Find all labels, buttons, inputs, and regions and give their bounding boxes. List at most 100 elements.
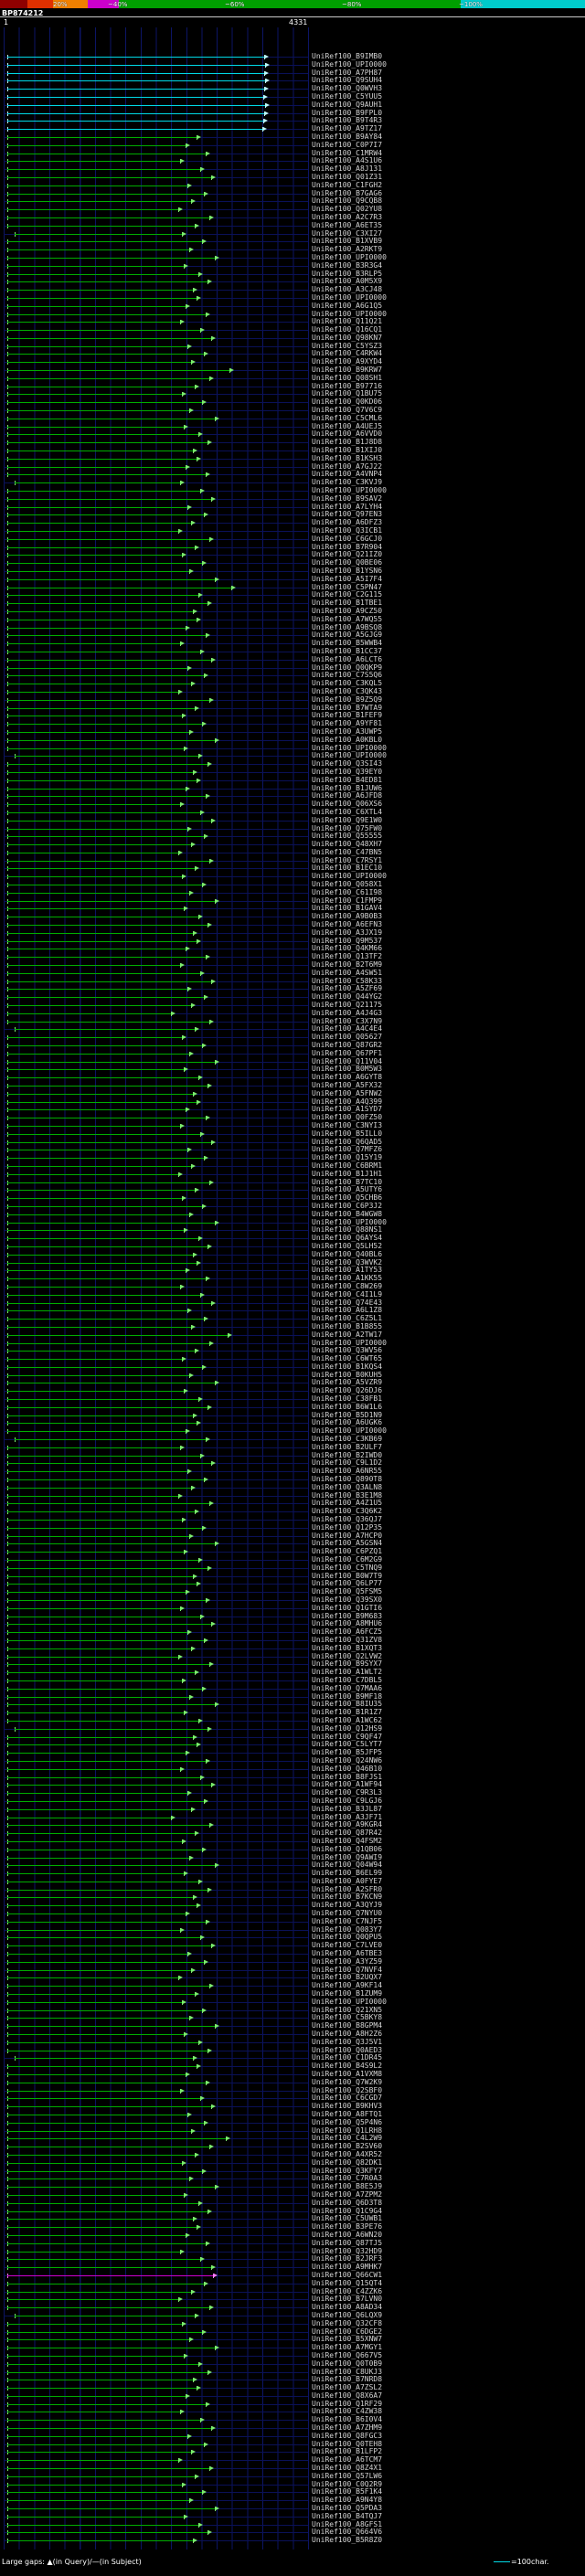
hit-bar[interactable] [6,1035,186,1041]
hit-bar[interactable] [6,1076,203,1081]
hit-label[interactable]: UniRef100_C7DBL5 [312,1675,383,1684]
hit-bar[interactable] [6,553,186,558]
hit-bar[interactable] [14,481,185,486]
hit-bar[interactable] [6,2120,208,2125]
hit-bar[interactable] [6,569,194,574]
hit-bar[interactable] [6,1171,183,1177]
hit-bar[interactable] [6,392,186,398]
hit-label[interactable]: UniRef100_A6WN20 [312,2230,383,2239]
hit-bar[interactable] [6,1332,232,1338]
hit-label[interactable]: UniRef100_C5YUU5 [312,91,383,101]
hit-bar[interactable] [6,1751,190,1756]
hit-bar[interactable] [6,1116,210,1121]
hit-label[interactable]: UniRef100_Q9M537 [312,936,383,945]
hit-label[interactable]: UniRef100_Q1QB06 [312,1844,383,1853]
hit-bar[interactable] [6,2514,188,2519]
hit-bar[interactable] [6,303,190,309]
hit-bar[interactable] [6,1662,214,1668]
hit-bar[interactable] [6,2217,197,2222]
hit-bar[interactable] [6,1952,192,1957]
hit-label[interactable]: UniRef100_A5ZF69 [312,984,383,993]
hit-bar[interactable] [6,1711,188,1716]
hit-bar[interactable] [6,335,216,341]
hit-label[interactable]: UniRef100_C7R0A3 [312,2174,383,2183]
hit-bar[interactable] [6,280,212,285]
hit-bar[interactable] [6,858,214,864]
hit-label[interactable]: UniRef100_A7ZHM9 [312,2423,383,2433]
hit-label[interactable]: UniRef100_Q32CF8 [312,2318,383,2327]
hit-bar[interactable] [6,344,192,349]
hit-label[interactable]: UniRef100_Q0T0B9 [312,2359,383,2368]
hit-label[interactable]: UniRef100_Q9AWI9 [312,1852,383,1861]
hit-bar[interactable] [6,826,192,832]
hit-bar[interactable] [6,1598,210,1603]
hit-label[interactable]: UniRef100_A9TZ17 [312,124,383,133]
hit-bar[interactable] [6,875,186,880]
hit-bar[interactable] [6,737,219,743]
hit-label[interactable]: UniRef100_Q01Z31 [312,172,383,181]
hit-bar[interactable] [14,2313,199,2318]
hit-bar[interactable] [14,2056,197,2062]
hit-bar[interactable] [6,62,270,68]
hit-label[interactable]: UniRef100_B1JUW6 [312,783,383,792]
hit-label[interactable]: UniRef100_B2SV60 [312,2142,383,2151]
hit-bar[interactable] [6,2507,219,2512]
hit-label[interactable]: UniRef100_A6L1Z8 [312,1306,383,1315]
hit-label[interactable]: UniRef100_Q890T8 [312,1475,383,1484]
hit-label[interactable]: UniRef100_A9CZ50 [312,606,383,615]
hit-label[interactable]: UniRef100_C3Q6K2 [312,1507,383,1516]
hit-bar[interactable] [6,1156,208,1161]
hit-label[interactable]: UniRef100_C4I1L9 [312,1289,383,1299]
hit-label[interactable]: UniRef100_A5FNW2 [312,1088,383,1097]
hit-bar[interactable] [6,1694,194,1700]
hit-bar[interactable] [6,1429,190,1435]
hit-bar[interactable] [6,1445,185,1450]
hit-label[interactable]: UniRef100_A1WC62 [312,1715,383,1724]
hit-bar[interactable] [6,1798,208,1804]
hit-label[interactable]: UniRef100_B9AY84 [312,132,383,141]
hit-label[interactable]: UniRef100_A3JF71 [312,1812,383,1821]
hit-label[interactable]: UniRef100_Q7W2K9 [312,2077,383,2086]
hit-bar[interactable] [6,601,212,607]
hit-bar[interactable] [6,1405,212,1410]
hit-label[interactable]: UniRef100_A9N4Y8 [312,2496,383,2505]
hit-bar[interactable] [6,2329,207,2335]
hit-label[interactable]: UniRef100_Q0TEH8 [312,2439,383,2448]
hit-label[interactable]: UniRef100_A2SFR0 [312,1884,383,1893]
hit-label[interactable]: UniRef100_C5PN47 [312,582,383,591]
hit-label[interactable]: UniRef100_B1EC10 [312,864,383,873]
hit-label[interactable]: UniRef100_A1WLT2 [312,1668,383,1677]
hit-bar[interactable] [6,1277,210,1282]
hit-label[interactable]: UniRef100_B6I0V4 [312,2415,383,2424]
hit-bar[interactable] [14,754,203,759]
hit-label[interactable]: UniRef100_Q8Z4X1 [312,2464,383,2473]
hit-bar[interactable] [6,1670,199,1676]
hit-bar[interactable] [6,1807,196,1812]
hit-bar[interactable] [6,2160,186,2166]
hit-label[interactable]: UniRef100_B1B855 [312,1321,383,1330]
hit-label[interactable]: UniRef100_Q0BE06 [312,558,383,567]
hit-label[interactable]: UniRef100_Q08SH1 [312,373,383,382]
hit-bar[interactable] [6,1212,194,1217]
hit-bar[interactable] [6,1606,185,1611]
hit-label[interactable]: UniRef100_A6UGK6 [312,1418,383,1427]
hit-bar[interactable] [6,70,269,76]
hit-label[interactable]: UniRef100_C5UWB1 [312,2214,383,2223]
hit-bar[interactable] [6,1485,196,1490]
hit-bar[interactable] [6,1011,176,1016]
hit-bar[interactable] [6,633,210,639]
hit-bar[interactable] [6,1622,216,1627]
hit-label[interactable]: UniRef100_UPI0000 [312,1338,387,1347]
hit-label[interactable]: UniRef100_A5GJG9 [312,631,383,640]
hit-bar[interactable] [6,2393,190,2399]
hit-label[interactable]: UniRef100_B4WGW8 [312,1209,383,1218]
hit-bar[interactable] [6,1766,185,1772]
hit-bar[interactable] [6,2257,205,2263]
hit-label[interactable]: UniRef100_A4J4G3 [312,1008,383,1017]
hit-label[interactable]: UniRef100_B6EL99 [312,1869,383,1878]
hit-bar[interactable] [6,1855,194,1860]
hit-label[interactable]: UniRef100_Q97EN3 [312,510,383,519]
hit-label[interactable]: UniRef100_A6FCZ5 [312,1627,383,1637]
hit-label[interactable]: UniRef100_Q3SI43 [312,759,383,769]
hit-bar[interactable] [6,1630,192,1636]
